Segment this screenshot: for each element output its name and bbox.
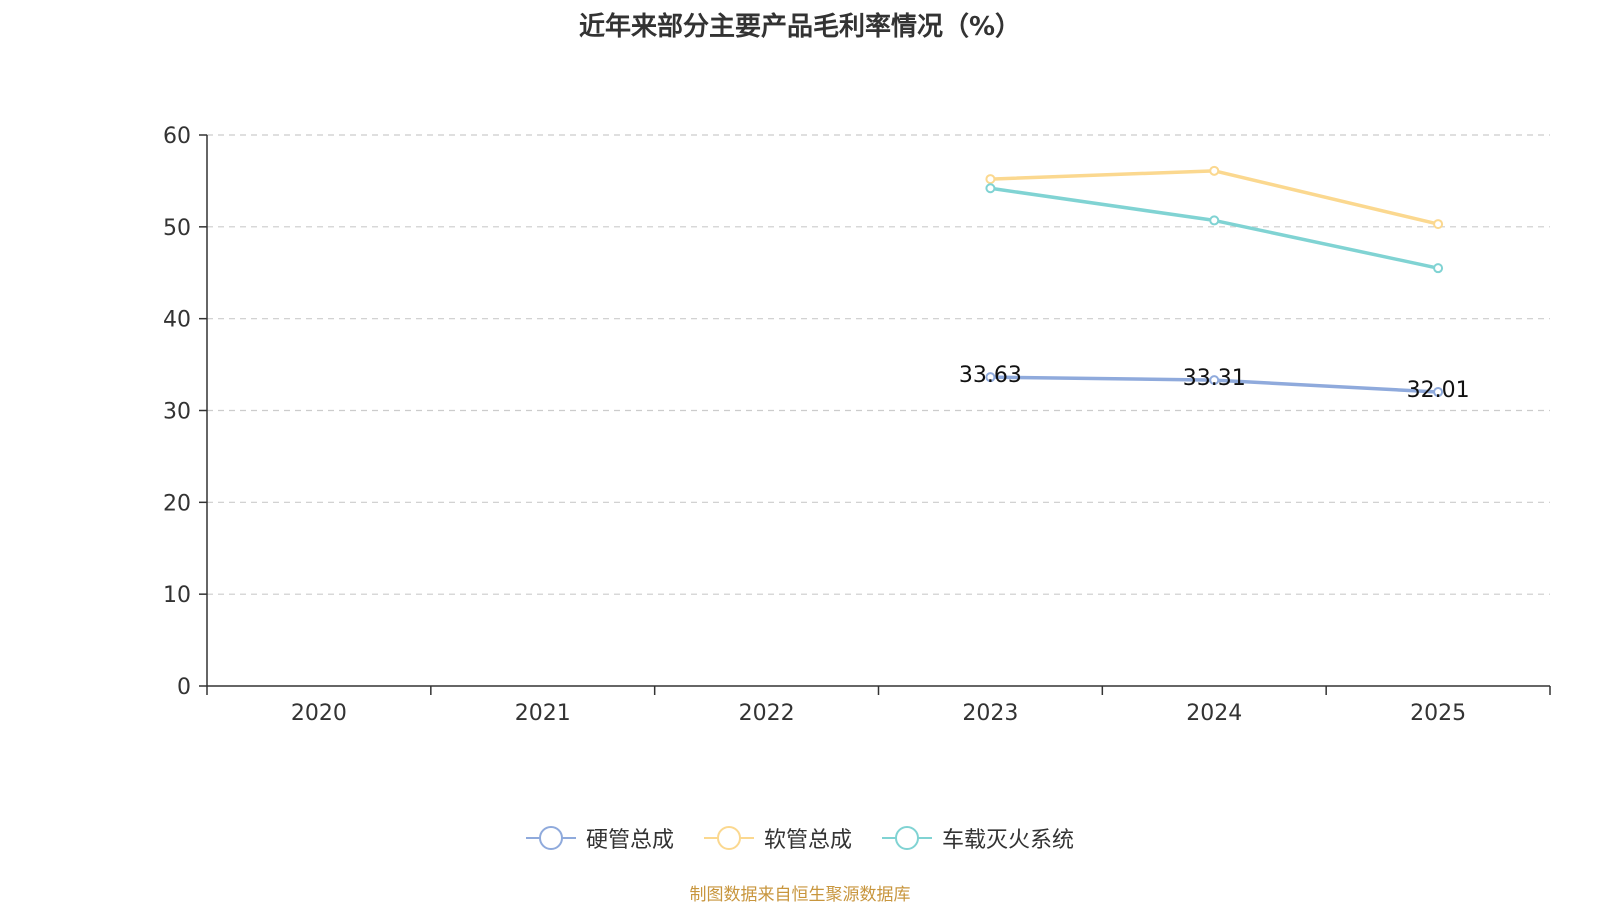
axes: 0 10 20 30 40 50 60 2020 2021 2022 2023 2024 2025 [163, 124, 1551, 726]
x-tick-label: 2024 [1186, 701, 1242, 726]
legend-label: 软管总成 [763, 828, 852, 853]
source-note: 制图数据来自恒生聚源数据库 [689, 885, 911, 905]
legend-item-hard-pipe[interactable]: 硬管总成 [525, 822, 674, 854]
data-labels: 33.63 33.31 32.01 [959, 363, 1470, 403]
data-point[interactable] [1433, 263, 1444, 274]
data-point[interactable] [1209, 215, 1220, 226]
series-lines [985, 165, 1444, 398]
y-tick-label: 10 [163, 583, 191, 608]
legend-item-fire-system[interactable]: 车载灭火系统 [882, 822, 1074, 854]
x-tick-label: 2025 [1410, 701, 1466, 726]
legend-item-soft-pipe[interactable]: 软管总成 [703, 822, 852, 854]
legend-swatch-icon [882, 826, 932, 850]
y-tick-label: 40 [163, 308, 191, 333]
legend-label: 硬管总成 [585, 828, 674, 853]
legend: 硬管总成 软管总成 车载灭火系统 [0, 822, 1600, 854]
grid-lines [207, 134, 1550, 595]
data-point[interactable] [985, 372, 996, 383]
y-tick-label: 0 [177, 675, 191, 700]
y-tick-label: 20 [163, 491, 191, 516]
data-point[interactable] [1433, 219, 1444, 230]
chart-title: 近年来部分主要产品毛利率情况（%） [578, 12, 1022, 42]
data-label: 32.01 [1407, 378, 1470, 403]
x-tick-label: 2023 [962, 701, 1018, 726]
y-tick-label: 60 [163, 124, 191, 149]
y-tick-label: 30 [163, 400, 191, 425]
data-label: 33.63 [959, 363, 1022, 388]
legend-label: 车载灭火系统 [942, 828, 1075, 853]
legend-swatch-icon [525, 826, 576, 850]
x-tick-label: 2022 [739, 701, 795, 726]
x-tick-label: 2020 [291, 701, 347, 726]
data-point[interactable] [1209, 375, 1220, 386]
legend-swatch-icon [703, 826, 754, 850]
data-point[interactable] [985, 183, 996, 194]
data-label: 33.31 [1183, 366, 1246, 391]
y-tick-label: 50 [163, 216, 191, 241]
data-point[interactable] [985, 174, 996, 185]
series-line [990, 186, 1439, 270]
x-tick-label: 2021 [515, 701, 571, 726]
data-point[interactable] [1433, 387, 1444, 398]
data-point[interactable] [1209, 165, 1220, 176]
